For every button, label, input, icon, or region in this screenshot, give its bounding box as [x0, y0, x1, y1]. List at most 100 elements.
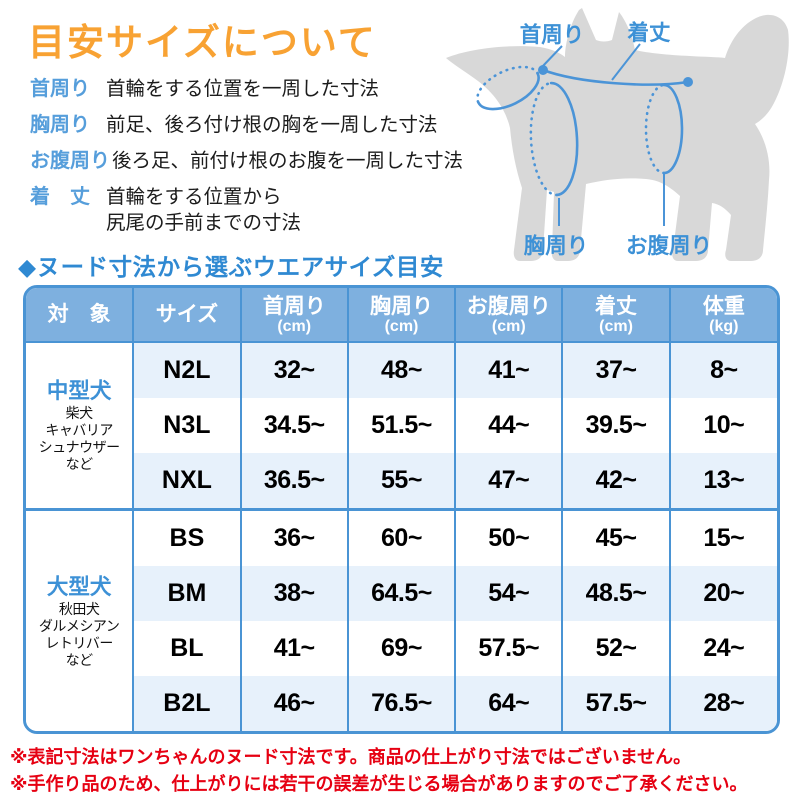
column-header-unit: (cm)	[491, 317, 526, 335]
size-table-heading: ◆ヌード寸法から選ぶウエアサイズ目安	[18, 254, 444, 280]
column-header: 体重 (kg)	[668, 288, 777, 343]
dog-diagram-svg: 首周り 着丈 胸周り お腹周り	[446, 8, 789, 261]
belly-ellipse	[644, 83, 684, 175]
cell-belly: 47~	[454, 453, 563, 510]
footnote: ※表記寸法はワンちゃんのヌード寸法です。商品の仕上がり寸法ではございません。	[10, 747, 692, 767]
column-header-main: 首周り	[262, 294, 326, 318]
table-row: N3L 34.5~ 51.5~ 44~ 39.5~ 10~	[26, 398, 777, 453]
cell-chest: 69~	[346, 621, 456, 676]
column-header-unit: (cm)	[277, 317, 312, 335]
definition-row: お腹周り 後ろ足、前付け根のお腹を一周した寸法	[30, 148, 464, 174]
target-cell: 中型犬柴犬 キャバリア シュナウザー など	[26, 342, 134, 510]
table-row: NXL 36.5~ 55~ 47~ 42~ 13~	[26, 453, 777, 510]
definition-text: 後ろ足、前付け根のお腹を一周した寸法	[112, 150, 464, 172]
column-header-main: サイズ	[155, 303, 219, 326]
cell-chest: 51.5~	[346, 398, 456, 453]
definition-label: 首周り	[30, 78, 90, 100]
target-label: 大型犬	[46, 574, 112, 599]
belly-diagram-label: お腹周り	[626, 233, 712, 258]
column-header-main: 対 象	[47, 303, 111, 326]
cell-length: 45~	[561, 508, 670, 566]
measurement-definitions: 首周り 首輪をする位置を一周した寸法 胸周り 前足、後ろ付け根の胸を一周した寸法 お腹周…	[30, 76, 464, 246]
neck-diagram-label: 首周り	[520, 22, 585, 47]
header-row: 対 象サイズ 首周り (cm) 胸周り (cm) お腹周り (cm) 着丈 (cm) 体重 (kg)	[26, 288, 777, 343]
column-header: 首周り (cm)	[239, 288, 348, 343]
table-row: BM 38~ 64.5~ 54~ 48.5~ 20~	[26, 566, 777, 621]
cell-neck: 32~	[239, 342, 348, 398]
definition-label: お腹周り	[30, 150, 110, 172]
column-header-main: 体重	[702, 294, 745, 318]
breed-label: シュナウザー	[38, 439, 121, 455]
length-diagram-label: 着丈	[626, 20, 671, 45]
cell-weight: 10~	[668, 398, 777, 453]
cell-weight: 20~	[668, 566, 777, 621]
neck-ellipse	[476, 65, 540, 111]
breed-label: キャバリア	[45, 422, 113, 438]
cell-neck: 46~	[239, 676, 348, 731]
size-table: 対 象サイズ 首周り (cm) 胸周り (cm) お腹周り (cm) 着丈 (cm) 体重 (kg)…	[26, 288, 777, 731]
table-row: 大型犬 秋田犬 ダルメシアン レトリバー など BS 36~ 60~ 50~ 45~ 15~	[26, 508, 777, 731]
page-title: 目安サイズについて	[28, 22, 377, 63]
cell-weight: 13~	[668, 453, 777, 510]
chest-ellipse	[529, 81, 579, 197]
cell-neck: 38~	[239, 566, 348, 621]
cell-size: N3L	[132, 398, 241, 453]
leader-lines	[540, 43, 665, 226]
cell-chest: 60~	[346, 508, 456, 566]
breed-label: など	[65, 651, 94, 668]
breed-label: 柴犬	[65, 405, 94, 421]
cell-neck: 36~	[239, 508, 348, 566]
cell-chest: 76.5~	[346, 676, 456, 731]
footnotes: ※表記寸法はワンちゃんのヌード寸法です。商品の仕上がり寸法ではございません。 ※手…	[10, 744, 800, 798]
cell-chest: 55~	[346, 453, 456, 510]
cell-size: B2L	[132, 676, 241, 731]
target-label: 中型犬	[46, 379, 112, 403]
cell-length: 52~	[561, 621, 670, 676]
cell-weight: 24~	[668, 621, 777, 676]
cell-length: 39.5~	[561, 398, 670, 453]
dog-silhouette	[446, 8, 789, 261]
cell-belly: 44~	[454, 398, 563, 453]
column-header: 対 象	[26, 288, 134, 343]
cell-belly: 54~	[454, 566, 563, 621]
cell-length: 42~	[561, 453, 670, 510]
breed-label: ダルメシアン	[38, 617, 120, 634]
breed-label: 秋田犬	[58, 600, 100, 617]
definition-text: 首輪をする位置から 尻尾の手前までの寸法	[106, 186, 302, 234]
cell-size: BM	[132, 566, 241, 621]
cell-weight: 8~	[668, 342, 777, 398]
column-header: お腹周り (cm)	[454, 288, 563, 343]
cell-neck: 34.5~	[239, 398, 348, 453]
column-header-main: 胸周り	[369, 294, 433, 318]
size-table-wrap: 対 象サイズ 首周り (cm) 胸周り (cm) お腹周り (cm) 着丈 (cm) 体重 (kg)…	[23, 285, 780, 734]
cell-belly: 64~	[454, 676, 563, 731]
cell-length: 57.5~	[561, 676, 670, 731]
column-header: 胸周り (cm)	[346, 288, 456, 343]
cell-size: N2L	[132, 342, 241, 398]
breed-label: など	[65, 456, 94, 472]
column-header-main: 着丈	[595, 294, 638, 318]
cell-size: BS	[132, 508, 241, 566]
cell-chest: 48~	[346, 342, 456, 398]
cell-chest: 64.5~	[346, 566, 456, 621]
cell-belly: 50~	[454, 508, 563, 566]
definition-row: 胸周り 前足、後ろ付け根の胸を一周した寸法	[30, 112, 460, 138]
definition-text: 首輪をする位置を一周した寸法	[106, 78, 380, 100]
definition-label: 着 丈	[30, 186, 90, 208]
definition-label: 胸周り	[30, 114, 90, 136]
definition-text: 前足、後ろ付け根の胸を一周した寸法	[106, 114, 438, 136]
column-header: 着丈 (cm)	[561, 288, 670, 343]
cell-weight: 15~	[668, 508, 777, 566]
column-header-unit: (cm)	[599, 317, 633, 335]
column-header-unit: (cm)	[384, 317, 419, 335]
cell-neck: 41~	[239, 621, 348, 676]
cell-length: 48.5~	[561, 566, 670, 621]
definition-row: 着 丈首輪をする位置から 尻尾の手前までの寸法	[30, 184, 460, 236]
footnote: ※手作り品のため、仕上がりには若干の誤差が生じる場合がありますのでご了承ください…	[10, 774, 748, 794]
table-row: BL 41~ 69~ 57.5~ 52~ 24~	[26, 621, 777, 676]
breed-label: レトリバー	[45, 634, 113, 651]
chest-diagram-label: 胸周り	[524, 233, 589, 258]
dog-measurement-diagram: 首周り 着丈 胸周り お腹周り	[428, 0, 800, 268]
cell-weight: 28~	[668, 676, 777, 731]
column-header-unit: (kg)	[709, 317, 739, 335]
